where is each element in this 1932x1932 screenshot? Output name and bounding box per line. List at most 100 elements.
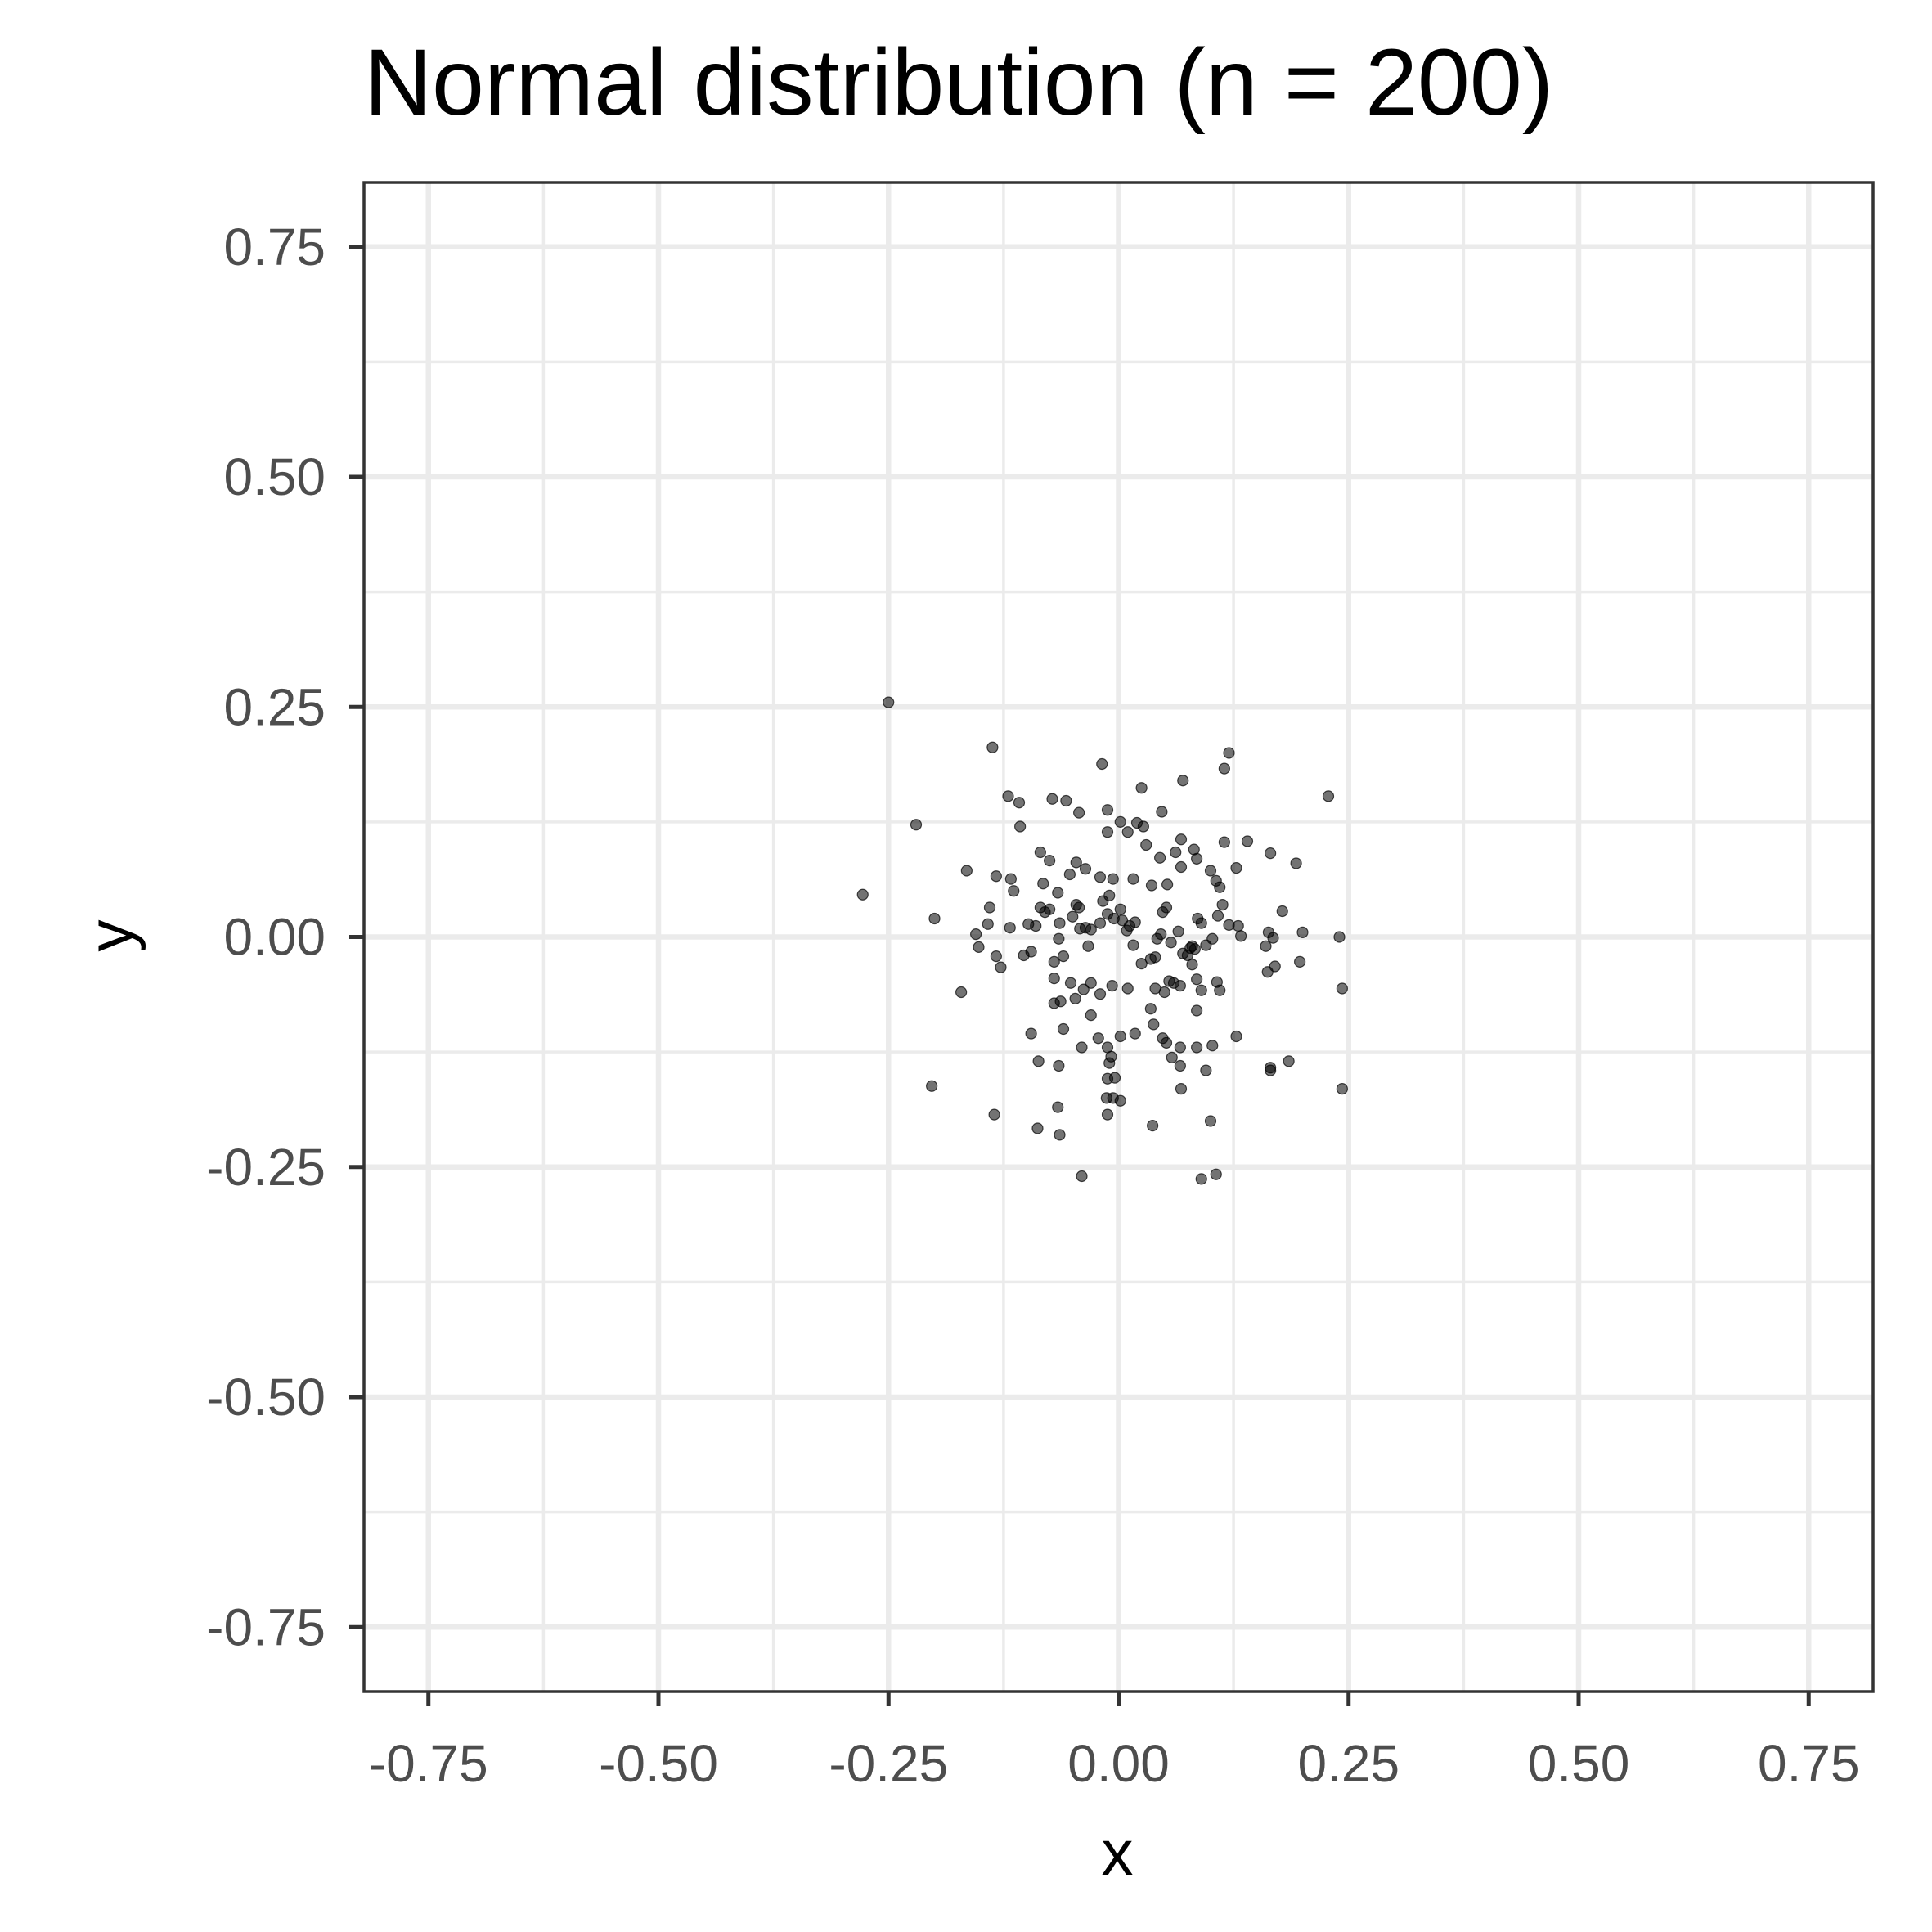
data-point-95 [1149, 951, 1161, 964]
data-point-17 [1114, 815, 1126, 828]
data-point-185 [1210, 1168, 1222, 1180]
data-point-134 [1106, 980, 1118, 992]
x-tick-labels: -0.75 -0.50 -0.25 0.00 0.25 0.50 0.75 [369, 1734, 1860, 1793]
data-point-72 [1054, 917, 1066, 929]
data-point-29 [1044, 855, 1056, 867]
data-point-23 [1218, 762, 1230, 775]
data-point-61 [982, 918, 994, 930]
data-point-166 [1283, 1055, 1295, 1067]
data-point-141 [1191, 973, 1203, 986]
data-point-57 [1290, 857, 1302, 869]
data-point-101 [1172, 925, 1184, 937]
y-tick-label-1: -0.50 [206, 1368, 326, 1427]
data-point-4 [926, 1080, 938, 1092]
data-point-11 [1014, 820, 1027, 833]
data-point-21 [1177, 775, 1189, 787]
data-point-97 [1155, 928, 1167, 941]
data-point-176 [1175, 1083, 1188, 1095]
data-point-78 [1073, 901, 1085, 914]
data-point-135 [1121, 982, 1134, 995]
data-point-156 [1160, 1036, 1173, 1049]
data-point-71 [1044, 903, 1056, 915]
data-point-81 [1085, 923, 1097, 936]
data-point-169 [1053, 1059, 1065, 1072]
data-point-172 [1101, 1072, 1114, 1085]
x-tick-label-4: 0.25 [1297, 1734, 1400, 1793]
data-point-175 [1114, 1094, 1126, 1107]
data-point-182 [1204, 1115, 1217, 1127]
data-point-36 [1107, 873, 1119, 885]
y-tick-label-4: 0.25 [223, 677, 326, 736]
data-point-63 [990, 950, 1002, 963]
data-point-13 [1060, 794, 1072, 807]
data-points [856, 696, 1348, 1185]
data-point-0 [883, 696, 895, 708]
data-point-62 [983, 901, 996, 914]
data-point-31 [1052, 887, 1064, 899]
data-point-91 [1129, 916, 1141, 928]
data-point-145 [1025, 1027, 1037, 1040]
data-point-53 [1218, 836, 1230, 848]
data-point-12 [1046, 793, 1058, 805]
x-tick-label-6: 0.75 [1758, 1734, 1860, 1793]
data-point-121 [1294, 955, 1306, 968]
data-point-144 [1214, 984, 1226, 996]
data-point-133 [1085, 1009, 1097, 1022]
data-point-147 [1076, 1041, 1088, 1054]
data-point-26 [1004, 873, 1017, 885]
data-point-177 [1052, 1101, 1064, 1113]
data-point-118 [1267, 932, 1279, 944]
data-point-188 [1030, 919, 1042, 932]
data-point-30 [1037, 878, 1049, 890]
data-point-8 [988, 1108, 1000, 1121]
data-point-52 [1214, 881, 1226, 893]
data-point-189 [1121, 924, 1133, 937]
x-axis-title: x [1102, 1817, 1134, 1889]
data-point-129 [1069, 992, 1081, 1004]
data-point-33 [1070, 856, 1082, 869]
x-tick-label-0: -0.75 [369, 1734, 488, 1793]
data-point-40 [1137, 820, 1149, 833]
data-point-179 [1054, 1129, 1066, 1141]
data-point-32 [1063, 868, 1076, 881]
data-point-44 [1161, 878, 1174, 891]
data-point-170 [1103, 1057, 1116, 1069]
data-point-19 [1135, 782, 1148, 794]
data-point-22 [1223, 747, 1235, 759]
data-point-140 [1174, 980, 1186, 992]
y-tick-labels: -0.75 -0.50 -0.25 0.00 0.25 0.50 0.75 [206, 218, 326, 1657]
data-point-92 [1127, 939, 1139, 951]
data-point-108 [1195, 917, 1207, 929]
data-point-127 [1054, 995, 1067, 1008]
data-point-114 [1232, 919, 1244, 932]
data-point-34 [1079, 863, 1092, 875]
data-point-50 [1204, 865, 1217, 877]
data-point-132 [1094, 988, 1107, 1000]
data-point-110 [1206, 932, 1219, 945]
y-tick-label-6: 0.75 [223, 218, 326, 276]
data-point-1 [856, 888, 869, 901]
data-point-163 [1206, 1040, 1219, 1052]
data-point-88 [1114, 903, 1126, 915]
data-point-142 [1195, 984, 1207, 996]
data-point-151 [1114, 1030, 1126, 1043]
major-gridlines [364, 182, 1873, 1692]
data-point-16 [1101, 804, 1114, 816]
data-point-162 [1200, 1064, 1212, 1076]
data-point-59 [970, 928, 982, 941]
data-point-122 [1296, 926, 1309, 938]
data-point-43 [1154, 851, 1166, 864]
data-point-178 [1031, 1122, 1044, 1134]
data-point-153 [1148, 1018, 1160, 1031]
data-point-120 [1269, 960, 1281, 973]
data-point-115 [1235, 930, 1247, 942]
data-point-68 [1025, 946, 1037, 958]
data-point-111 [1211, 910, 1224, 922]
data-point-82 [1082, 940, 1094, 952]
data-point-65 [1004, 922, 1016, 934]
data-point-183 [1076, 1170, 1088, 1183]
data-point-154 [1144, 1003, 1157, 1015]
data-point-105 [1186, 959, 1198, 971]
data-point-9 [1002, 790, 1014, 802]
